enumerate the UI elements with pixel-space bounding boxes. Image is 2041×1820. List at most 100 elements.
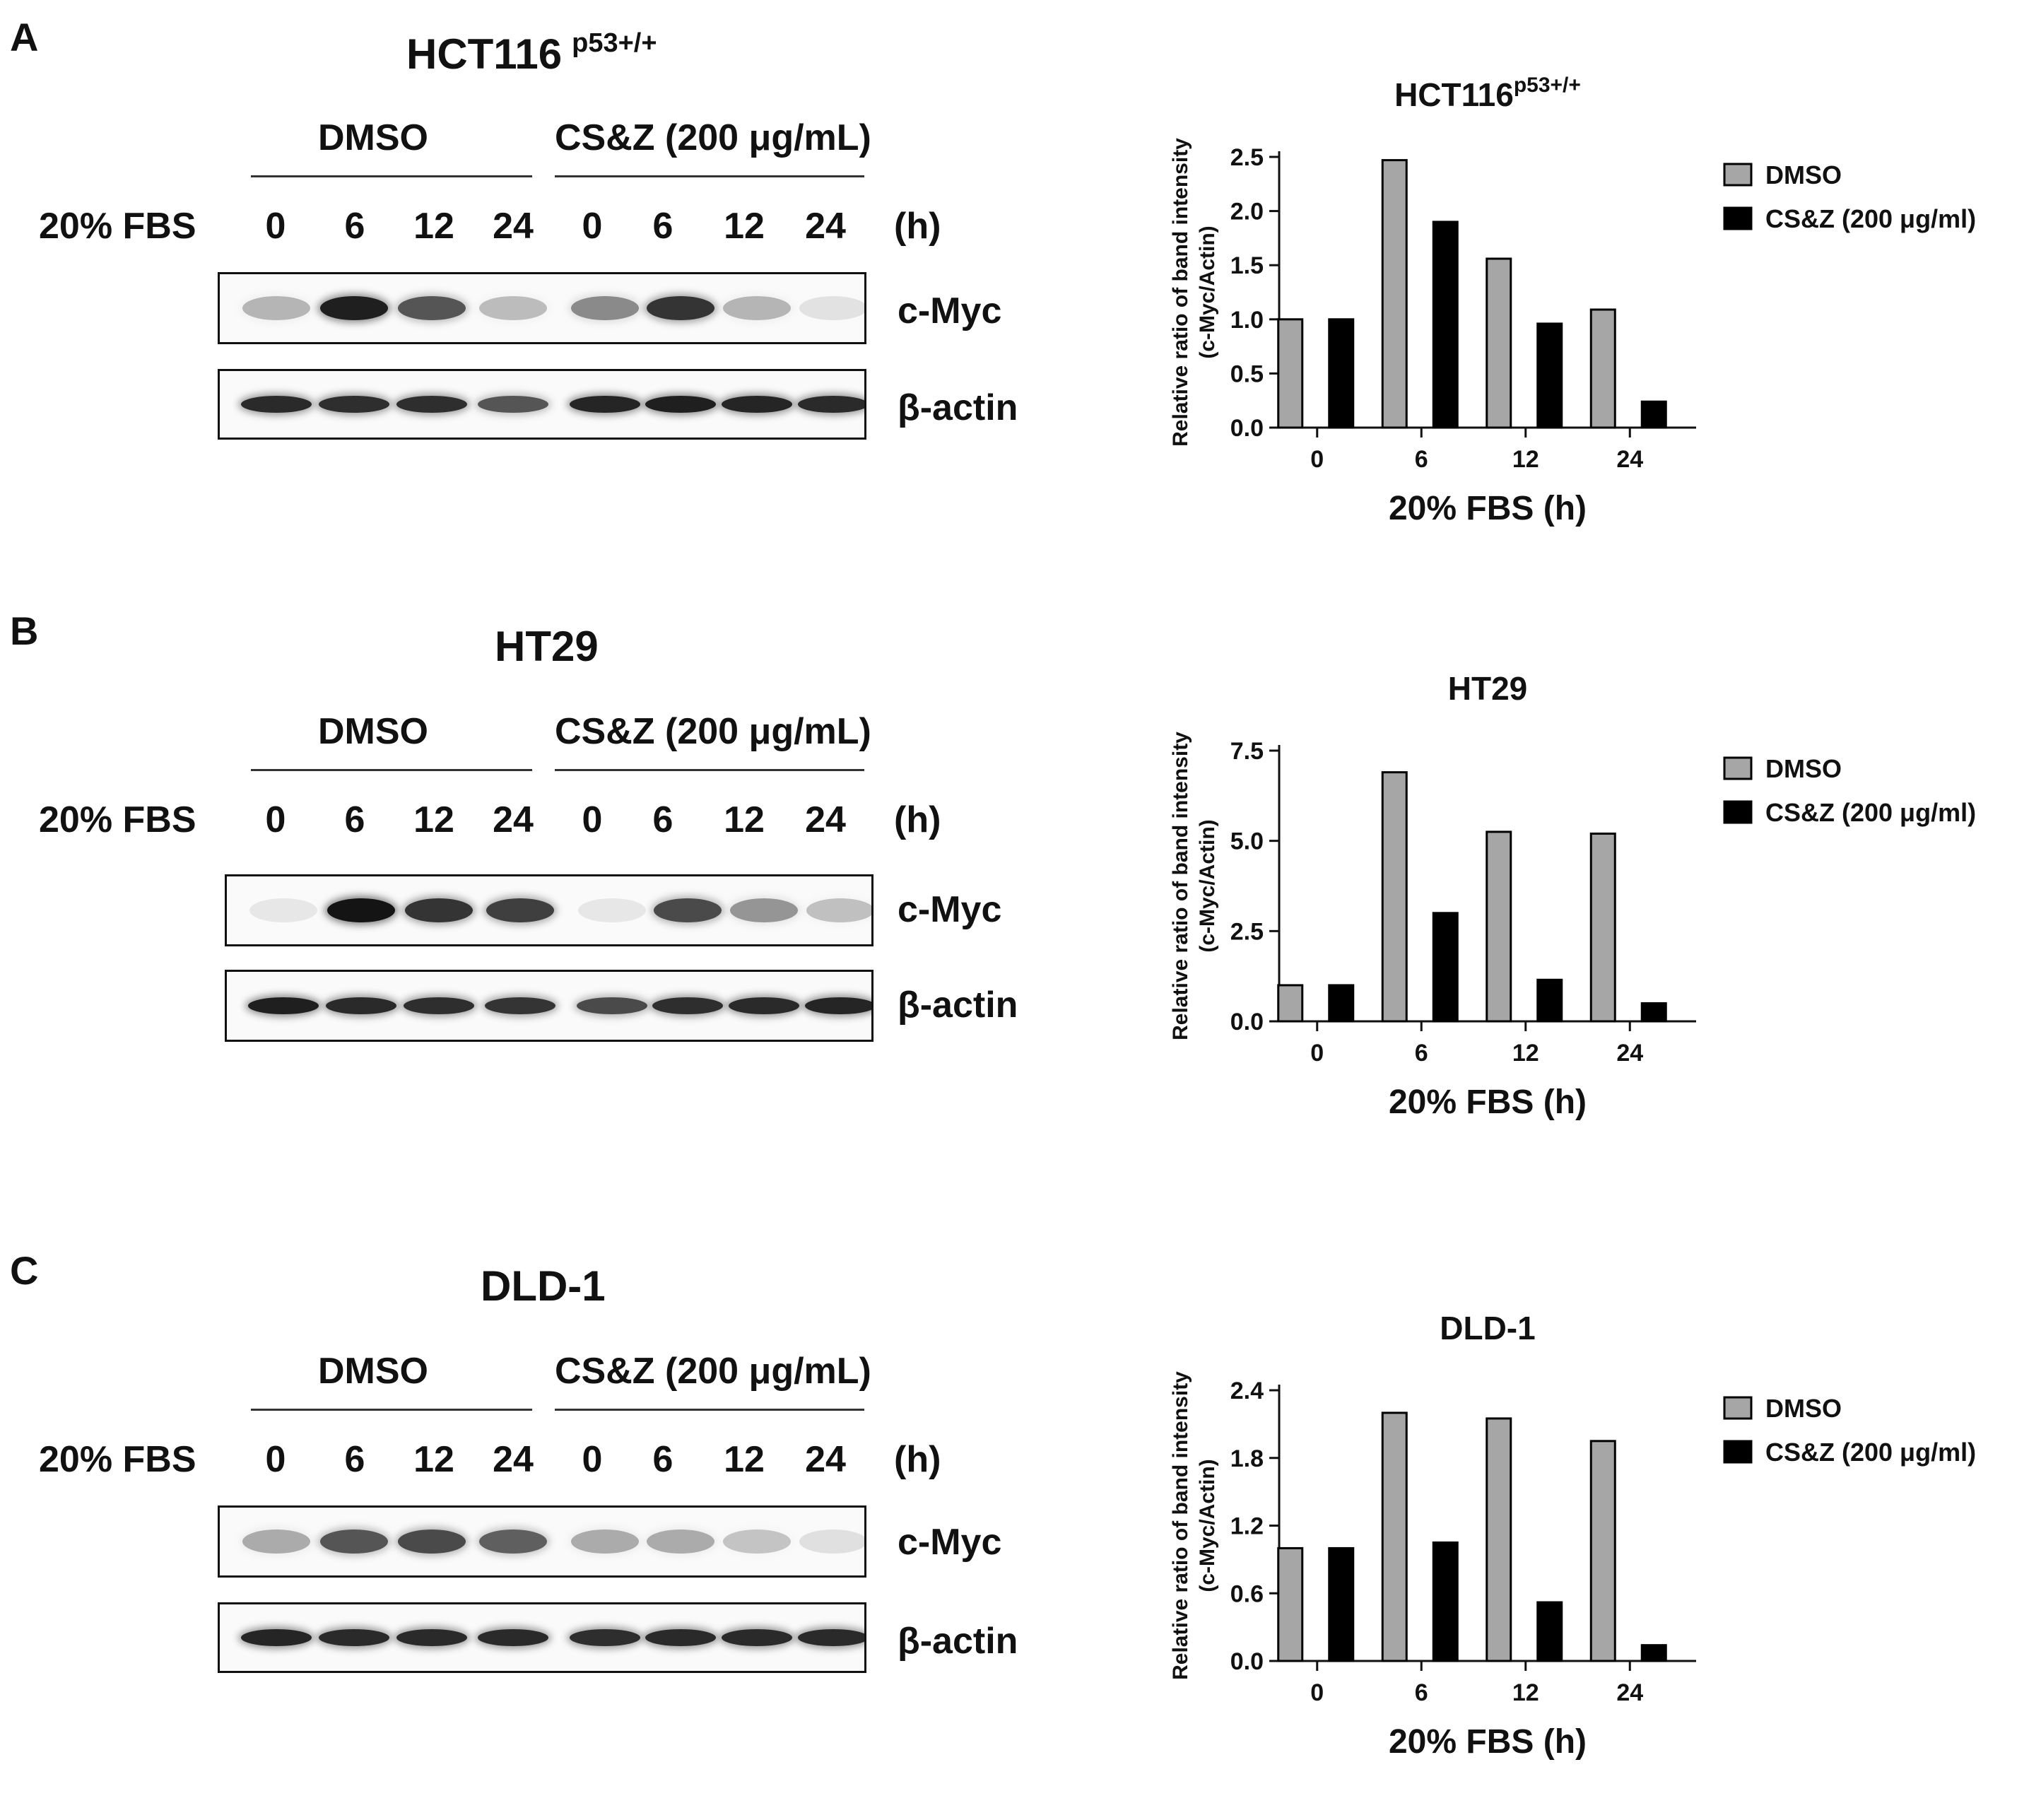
myc-band — [571, 296, 639, 320]
y-axis-label: Relative ratio of band intensity — [1169, 138, 1192, 447]
actin-band — [326, 997, 396, 1014]
myc-band — [654, 898, 722, 922]
bar-dmso — [1486, 830, 1512, 1023]
group-dmso-label: DMSO — [318, 1351, 428, 1392]
bar-csz — [1432, 1541, 1459, 1662]
myc-band — [647, 1530, 714, 1554]
bar-chart: DLD-1 0.0 0.6 1.2 1.8 2.4 0 6 12 24 20% FBS (h) Rel… — [1131, 1233, 2041, 1820]
x-axis-label: 20% FBS (h) — [1389, 490, 1587, 527]
myc-band — [647, 296, 714, 320]
group-csz-line — [555, 1409, 864, 1411]
actin-band — [404, 997, 474, 1014]
time-label: 12 — [413, 799, 454, 840]
legend-swatch — [1723, 756, 1753, 780]
bar-dmso — [1589, 832, 1616, 1023]
actin-band — [798, 1629, 864, 1646]
legend-swatch — [1723, 1440, 1753, 1464]
bar-csz — [1432, 912, 1459, 1023]
x-tick-label: 0 — [1310, 1679, 1324, 1706]
myc-band — [578, 898, 646, 922]
x-tick-label: 6 — [1415, 1679, 1428, 1706]
time-label: 6 — [344, 799, 365, 840]
panel-letter: A — [10, 15, 39, 59]
blot-title: HCT116 p53+/+ — [406, 28, 657, 78]
time-label: 0 — [582, 1439, 603, 1480]
myc-blot — [218, 272, 866, 344]
actin-band — [396, 1629, 467, 1646]
myc-band — [405, 898, 473, 922]
x-tick-label: 12 — [1512, 1679, 1539, 1706]
bar-dmso — [1277, 1546, 1304, 1662]
blot-title: DLD-1 — [481, 1262, 606, 1310]
time-label: 24 — [493, 799, 534, 840]
time-unit: (h) — [894, 206, 941, 247]
x-tick-label: 0 — [1310, 446, 1324, 473]
myc-band — [479, 1530, 547, 1554]
myc-band — [242, 1530, 310, 1554]
time-label: 24 — [805, 206, 846, 247]
time-label: 24 — [493, 1439, 534, 1480]
y-tick-label: 0.0 — [1230, 1648, 1264, 1675]
time-label: 6 — [652, 1439, 674, 1480]
y-tick-label: 1.2 — [1230, 1513, 1264, 1540]
y-tick-label: 7.5 — [1230, 738, 1264, 765]
x-tick-label: 24 — [1616, 446, 1643, 473]
actin-label: β-actin — [898, 387, 1018, 428]
myc-band — [799, 1530, 864, 1554]
myc-band — [723, 1530, 791, 1554]
time-label: 6 — [652, 206, 674, 247]
bar-dmso — [1381, 159, 1408, 429]
panel-b: B HT29 DMSO CS&Z (200 μg/mL) 20% FBS 0 6… — [0, 594, 2041, 1180]
time-label: 0 — [265, 799, 286, 840]
y-axis-label-unit: (c-Myc/Actin) — [1196, 225, 1219, 358]
y-tick-label: 2.5 — [1230, 144, 1264, 171]
myc-label: c-Myc — [898, 889, 1002, 930]
actin-band — [485, 997, 555, 1014]
time-label: 0 — [582, 799, 603, 840]
y-axis-label: Relative ratio of band intensity — [1169, 732, 1192, 1040]
x-tick-label: 6 — [1415, 1040, 1428, 1067]
time-label: 24 — [805, 1439, 846, 1480]
y-tick-label: 0.6 — [1230, 1580, 1264, 1607]
bar-dmso — [1277, 984, 1304, 1023]
actin-band — [478, 1629, 548, 1646]
y-tick-label: 5.0 — [1230, 828, 1264, 855]
y-tick-label: 1.5 — [1230, 252, 1264, 279]
time-label: 0 — [265, 1439, 286, 1480]
time-label: 6 — [344, 1439, 365, 1480]
myc-blot — [218, 1505, 866, 1578]
row-label-fbs: 20% FBS — [39, 799, 196, 840]
time-label: 0 — [265, 206, 286, 247]
legend-label: CS&Z (200 μg/ml) — [1765, 204, 1976, 233]
actin-band — [577, 997, 647, 1014]
myc-band — [806, 898, 871, 922]
blot-title-text: HCT116 — [406, 30, 563, 78]
group-csz-label: CS&Z (200 μg/mL) — [555, 1351, 871, 1392]
bar-csz — [1328, 1546, 1355, 1662]
y-axis-label: Relative ratio of band intensity — [1169, 1371, 1192, 1680]
y-tick-label: 1.8 — [1230, 1445, 1264, 1472]
actin-band — [722, 1629, 792, 1646]
myc-band — [249, 898, 317, 922]
actin-band — [241, 1629, 312, 1646]
y-tick-label: 2.4 — [1230, 1378, 1264, 1404]
legend-swatch — [1723, 800, 1753, 824]
myc-band — [327, 898, 395, 922]
y-tick-label: 0.0 — [1230, 415, 1264, 442]
legend-label: DMSO — [1765, 160, 1842, 189]
myc-label: c-Myc — [898, 1522, 1002, 1563]
bar-dmso — [1381, 771, 1408, 1023]
group-dmso-label: DMSO — [318, 711, 428, 752]
actin-band — [570, 396, 640, 413]
y-tick-label: 2.5 — [1230, 918, 1264, 945]
myc-band — [723, 296, 791, 320]
group-csz-label: CS&Z (200 μg/mL) — [555, 711, 871, 752]
myc-band — [320, 296, 388, 320]
panel-letter: B — [10, 609, 39, 653]
bar-chart-svg: HCT116p53+/+ 0.0 0.5 1.0 1.5 2.0 2.5 0 6 12 24 20% … — [1169, 74, 1976, 527]
x-tick-label: 24 — [1616, 1679, 1643, 1706]
time-unit: (h) — [894, 1439, 941, 1480]
bar-csz — [1536, 978, 1563, 1023]
panel-letter: C — [10, 1248, 39, 1293]
myc-band — [242, 296, 310, 320]
